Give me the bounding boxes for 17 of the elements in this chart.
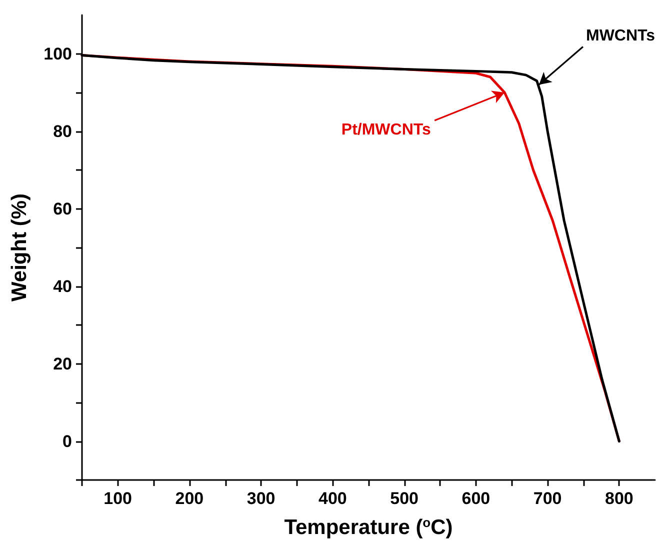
x-tick-label: 500 xyxy=(390,489,418,508)
x-tick-label: 200 xyxy=(175,489,204,508)
y-tick-label: 20 xyxy=(53,354,72,374)
y-tick-label: 60 xyxy=(53,199,72,218)
annotation: Pt/MWCNTs xyxy=(341,121,431,138)
x-tick-label: 300 xyxy=(246,489,276,508)
x-tick-label: 400 xyxy=(318,489,347,508)
x-tick-label: 600 xyxy=(462,489,490,508)
x-tick-label: 800 xyxy=(605,489,634,508)
x-tick-label: 100 xyxy=(104,489,132,508)
y-tick-label: 0 xyxy=(62,432,72,451)
annotation: MWCNTs xyxy=(586,28,656,45)
y-tick-label: 80 xyxy=(53,122,72,141)
x-tick-label: 700 xyxy=(533,489,562,508)
y-tick-label: 100 xyxy=(44,44,72,64)
y-tick-label: 40 xyxy=(53,276,72,296)
y-axis-title: Weight (%) xyxy=(8,193,31,302)
